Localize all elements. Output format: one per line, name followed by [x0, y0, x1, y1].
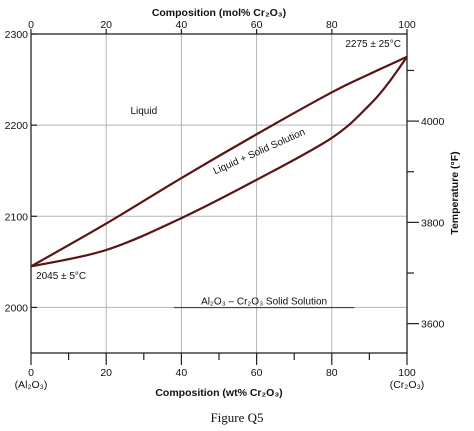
right-tick-label: 3800: [421, 217, 445, 229]
annotation-label: Al₂O₃ – Cr₂O₃ Solid Solution: [201, 297, 327, 308]
right-tick-label: 3600: [421, 319, 445, 331]
left-tick-label: 2100: [5, 211, 29, 223]
top-axis-title: Composition (mol% Cr₂O₃): [152, 7, 286, 19]
right-axis-title: Temperature (°F): [449, 151, 461, 234]
bottom-end-label: (Al₂O₃): [15, 379, 48, 391]
solidus-curve: [30, 56, 408, 268]
axis-labels: 0 20 40 60 80 100 (Al₂O₃) (Cr₂O₃) 0 20 40 60 80 100 20…: [5, 19, 445, 391]
left-tick-label: 2200: [5, 120, 29, 132]
bottom-tick-label: 60: [251, 367, 263, 379]
bottom-tick-label: 80: [326, 367, 338, 379]
figure-caption: Figure Q5: [210, 410, 264, 425]
axis-ticks: [30, 29, 419, 365]
bottom-tick-label: 20: [100, 367, 112, 379]
annotation-label: 2275 ± 25°C: [345, 39, 401, 50]
top-tick-label: 100: [398, 19, 416, 31]
top-tick-label: 80: [326, 19, 338, 31]
phase-curves: [30, 55, 408, 268]
bottom-tick-label: 0: [28, 367, 34, 379]
right-tick-label: 4000: [421, 116, 445, 128]
left-tick-label: 2000: [5, 302, 29, 314]
bottom-axis-title: Composition (wt% Cr₂O₃): [155, 387, 282, 399]
liquidus-curve: [30, 55, 408, 268]
top-tick-label: 40: [176, 19, 188, 31]
bottom-tick-label: 40: [176, 367, 188, 379]
annotation-label: 2045 ± 5°C: [36, 271, 86, 282]
top-tick-label: 60: [251, 19, 263, 31]
bottom-tick-label: 100: [398, 367, 416, 379]
left-tick-label: 2300: [5, 29, 29, 41]
top-tick-label: 0: [28, 19, 34, 31]
bottom-end-label: (Cr₂O₃): [390, 379, 425, 391]
top-tick-label: 20: [100, 19, 112, 31]
annotation-label: Liquid: [130, 106, 157, 117]
